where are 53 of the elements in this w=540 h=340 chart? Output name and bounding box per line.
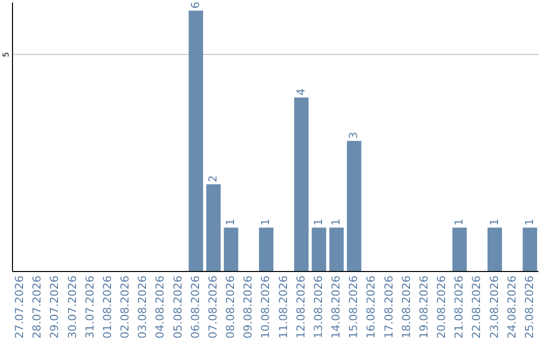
- bar: [522, 228, 538, 271]
- x-tick-label: 07.08.2026: [206, 276, 220, 338]
- x-tick-label: 10.08.2026: [259, 276, 272, 338]
- x-tick-label: 24.08.2026: [505, 276, 518, 338]
- bar: [206, 184, 221, 271]
- x-tick-label: 09.08.2026: [242, 276, 255, 338]
- x-tick-label: 21.08.2026: [452, 276, 466, 338]
- data-label: 3: [347, 132, 360, 139]
- x-tick-label: 04.08.2026: [154, 276, 167, 338]
- x-tick-label: 29.07.2026: [48, 276, 62, 338]
- x-tick-label: 17.08.2026: [382, 276, 396, 338]
- bar: [259, 228, 274, 271]
- x-tick-label: 22.08.2026: [470, 276, 484, 338]
- data-label: 1: [224, 218, 238, 226]
- data-label: 1: [488, 218, 501, 226]
- bar: [488, 228, 502, 271]
- data-label: 1: [522, 218, 536, 226]
- data-label: 1: [312, 218, 325, 226]
- bar: [294, 97, 309, 271]
- x-tick-label: 16.08.2026: [364, 276, 378, 338]
- data-label: 4: [294, 88, 308, 96]
- bar: [346, 140, 362, 271]
- bar: [188, 10, 204, 271]
- x-tick-label: 20.08.2026: [435, 276, 448, 338]
- data-label: 1: [452, 218, 466, 226]
- x-tick-label: 30.07.2026: [66, 276, 79, 338]
- data-label: 6: [188, 2, 202, 9]
- x-tick-label: 05.08.2026: [171, 276, 184, 338]
- x-tick-label: 01.08.2026: [100, 276, 114, 338]
- bar: [329, 228, 344, 271]
- data-label: 1: [330, 218, 343, 226]
- bar: [452, 228, 467, 271]
- x-tick-label: 19.08.2026: [417, 276, 430, 338]
- x-tick-label: 18.08.2026: [400, 276, 413, 338]
- x-tick-label: 31.07.2026: [83, 276, 96, 338]
- data-label: 2: [206, 175, 220, 182]
- x-tick-label: 15.08.2026: [347, 276, 360, 338]
- x-tick-label: 25.08.2026: [522, 276, 536, 338]
- x-tick-label: 11.08.2026: [276, 276, 290, 338]
- data-label: 1: [259, 218, 272, 226]
- y-tick-label: 5: [2, 52, 10, 58]
- x-tick-label: 02.08.2026: [118, 276, 132, 338]
- bar: [224, 228, 238, 271]
- x-tick-label: 28.07.2026: [30, 276, 44, 338]
- x-tick-label: 06.08.2026: [188, 276, 202, 338]
- x-tick-label: 03.08.2026: [136, 276, 150, 338]
- x-tick-label: 23.08.2026: [488, 276, 501, 338]
- x-tick-label: 12.08.2026: [294, 276, 308, 338]
- x-tick-label: 27.07.2026: [13, 276, 26, 338]
- bar: [312, 228, 326, 271]
- x-tick-label: 13.08.2026: [312, 276, 325, 338]
- x-tick-label: 08.08.2026: [224, 276, 238, 338]
- x-tick-label: 14.08.2026: [330, 276, 343, 338]
